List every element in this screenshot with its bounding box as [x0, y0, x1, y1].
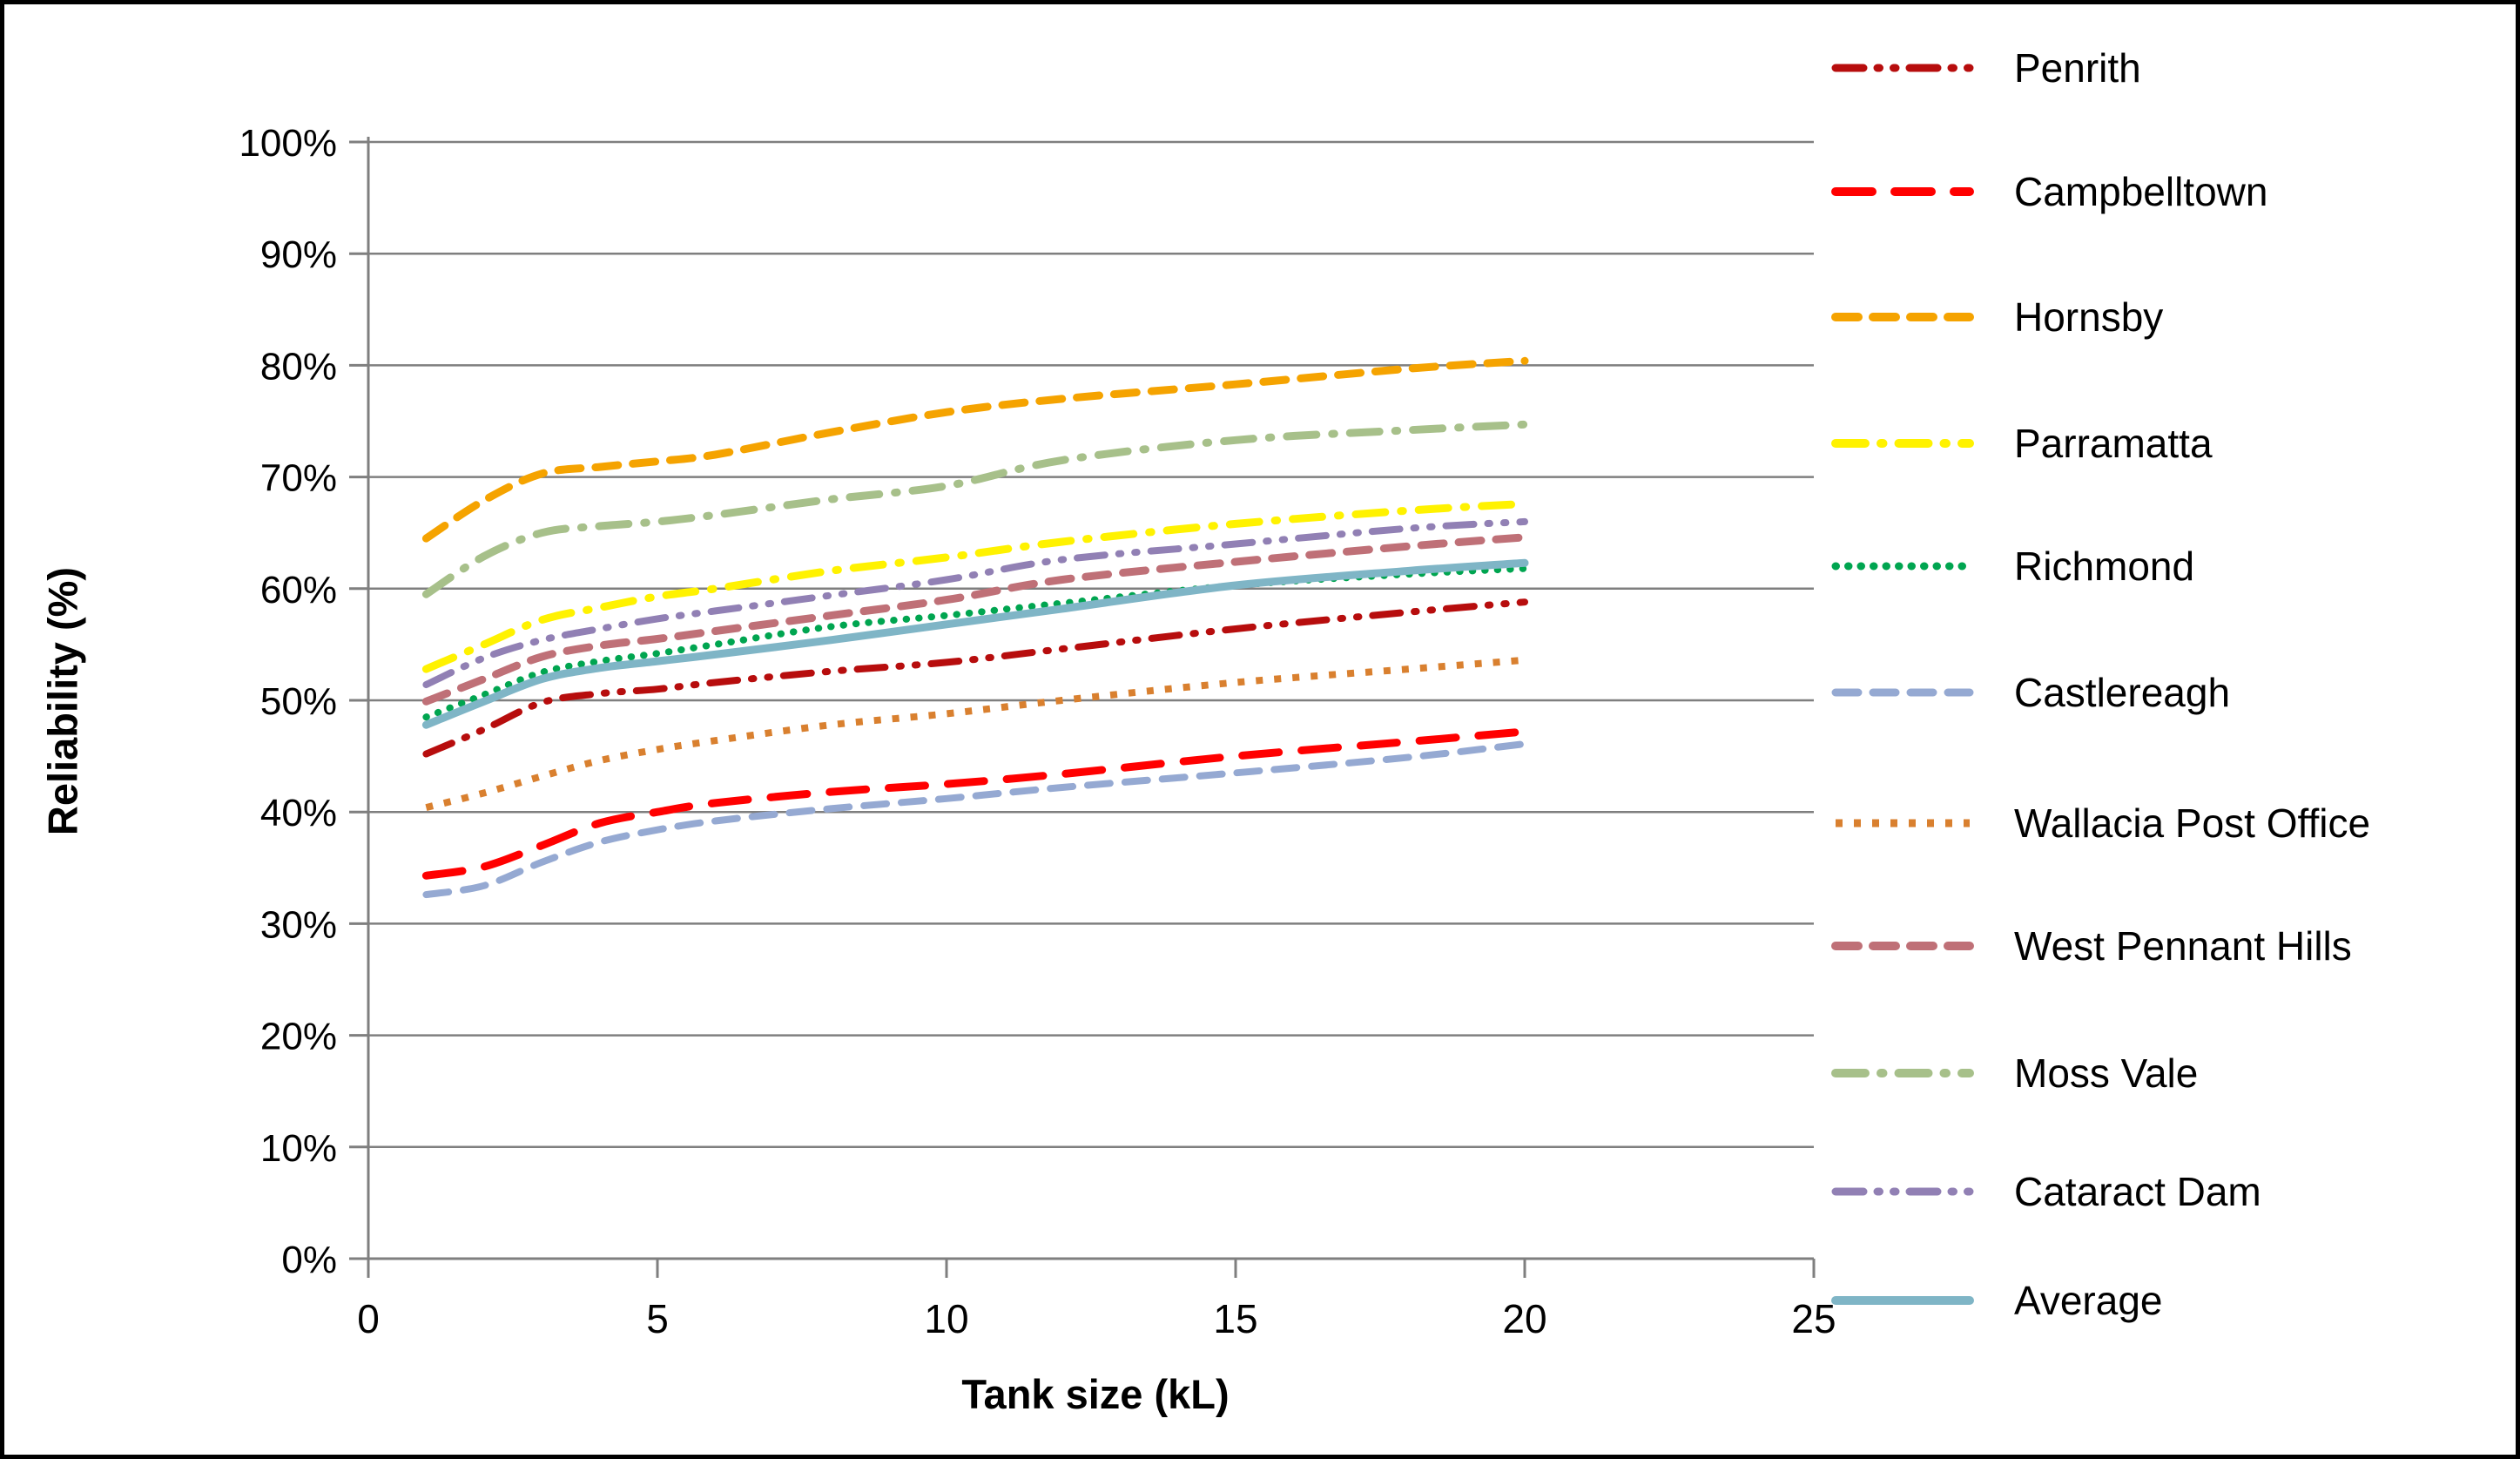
y-tick-label-30%: 30%: [260, 903, 337, 946]
legend-label: Moss Vale: [2014, 1050, 2199, 1096]
y-axis-title: Reliability (%): [39, 566, 86, 836]
legend-label: Parramatta: [2014, 421, 2213, 466]
legend-item-wallacia-post-office: Wallacia Post Office: [1826, 788, 2370, 858]
legend-item-richmond: Richmond: [1826, 531, 2194, 601]
y-tick-label-50%: 50%: [260, 680, 337, 723]
legend-label: Hornsby: [2014, 294, 2164, 340]
series-line-cataract-dam: [422, 517, 1528, 689]
legend-swatch-dash: [1831, 942, 1974, 950]
series-line-campbelltown: [421, 727, 1529, 880]
x-tick-label-0: 0: [357, 1296, 380, 1341]
legend-item-hornsby: Hornsby: [1826, 282, 2163, 352]
legend-label: Castlereagh: [2014, 670, 2231, 715]
legend-label: Richmond: [2014, 544, 2195, 589]
legend-swatch-long-dash: [1831, 187, 1974, 196]
legend-label: Campbelltown: [2014, 169, 2268, 214]
legend-label: Wallacia Post Office: [2014, 800, 2371, 846]
legend-swatch-solid: [1831, 1296, 1974, 1305]
legend-swatch-long-dash-dot-dot: [1831, 1187, 1974, 1196]
legend-swatch-square-dot: [1836, 819, 1970, 827]
series-line-castlereagh: [422, 740, 1528, 899]
y-tick-label-90%: 90%: [260, 233, 337, 276]
series-line-west-pennant-hills: [421, 533, 1529, 706]
legend-swatch-dash: [1831, 688, 1974, 697]
legend-label: West Pennant Hills: [2014, 923, 2352, 969]
legend-swatch-dash: [1831, 313, 1974, 321]
series-line-average: [421, 558, 1529, 729]
legend-swatch-long-dash-dot: [1831, 439, 1974, 448]
line-chart-canvas: 0% 10% 20% 30% 40% 50% 60% 70% 80% 90% 100% 0 5 10 15 2…: [239, 122, 1836, 1341]
legend-label: Penrith: [2014, 45, 2141, 91]
series-line-hornsby: [421, 356, 1529, 543]
x-tick-label-10: 10: [924, 1296, 968, 1341]
x-tick-label-25: 25: [1791, 1296, 1836, 1341]
legend-item-campbelltown: Campbelltown: [1826, 157, 2267, 226]
legend-item-castlereagh: Castlereagh: [1826, 658, 2230, 727]
legend-item-parramatta: Parramatta: [1826, 409, 2213, 478]
legend-item-west-pennant-hills: West Pennant Hills: [1826, 911, 2352, 981]
legend-item-moss-vale: Moss Vale: [1826, 1038, 2198, 1108]
legend-item-cataract-dam: Cataract Dam: [1826, 1157, 2261, 1226]
x-axis-title: Tank size (kL): [961, 1371, 1230, 1417]
legend-item-average: Average: [1826, 1266, 2163, 1335]
legend-item-penrith: Penrith: [1826, 33, 2141, 103]
y-tick-label-60%: 60%: [260, 569, 337, 611]
series-line-penrith: [422, 598, 1528, 758]
series-line-parramatta: [421, 499, 1529, 673]
series-line-moss-vale: [421, 420, 1529, 598]
y-tick-label-100%: 100%: [239, 122, 337, 165]
y-tick-label-80%: 80%: [260, 345, 337, 388]
y-tick-label-40%: 40%: [260, 792, 337, 834]
y-tick-label-0%: 0%: [281, 1239, 337, 1281]
y-tick-label-70%: 70%: [260, 457, 337, 500]
legend-swatch-long-dash-dot: [1831, 1069, 1974, 1077]
legend-label: Average: [2014, 1278, 2163, 1323]
legend-swatch-round-dot: [1831, 562, 1974, 571]
y-tick-label-20%: 20%: [260, 1016, 337, 1058]
x-tick-label-5: 5: [646, 1296, 669, 1341]
legend-label: Cataract Dam: [2014, 1169, 2261, 1214]
x-tick-label-15: 15: [1213, 1296, 1257, 1341]
x-tick-label-20: 20: [1502, 1296, 1546, 1341]
legend-swatch-long-dash-dot-dot: [1831, 64, 1974, 72]
y-tick-label-10%: 10%: [260, 1127, 337, 1170]
